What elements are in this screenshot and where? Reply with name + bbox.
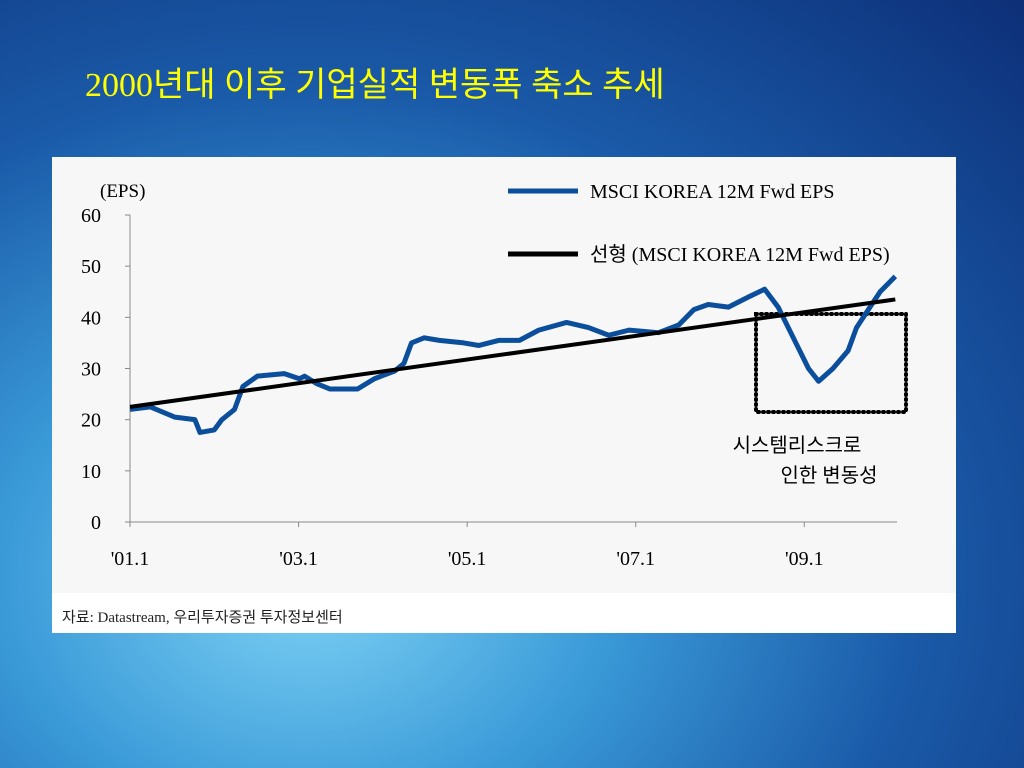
x-tick-label: '09.1 [785,548,824,570]
y-tick-label: 50 [81,256,101,278]
y-tick-label: 10 [81,461,101,483]
x-tick-label: '01.1 [111,548,150,570]
plot-panel [52,157,956,593]
highlight-box [754,312,908,414]
y-tick-label: 0 [91,512,101,534]
x-tick-label: '05.1 [448,548,487,570]
series-line [129,297,896,409]
legend-label: 선형 (MSCI KOREA 12M Fwd EPS) [590,243,890,266]
y-tick-label: 20 [81,410,101,432]
annotation: 인한 변동성 [781,464,878,487]
y-tick-label: 40 [81,307,101,329]
y-axis-label: (EPS) [100,181,145,202]
annotation: 시스템리스크로 [733,434,862,457]
x-tick-label: '07.1 [616,548,655,570]
source-note: 자료: Datastream, 우리투자증권 투자정보센터 [62,609,343,626]
y-tick-label: 60 [81,205,101,227]
legend-label: MSCI KOREA 12M Fwd EPS [590,181,835,203]
x-tick-label: '03.1 [279,548,318,570]
y-tick-label: 30 [81,359,101,381]
slide-title: 2000년대 이후 기업실적 변동폭 축소 추세 [85,67,665,104]
